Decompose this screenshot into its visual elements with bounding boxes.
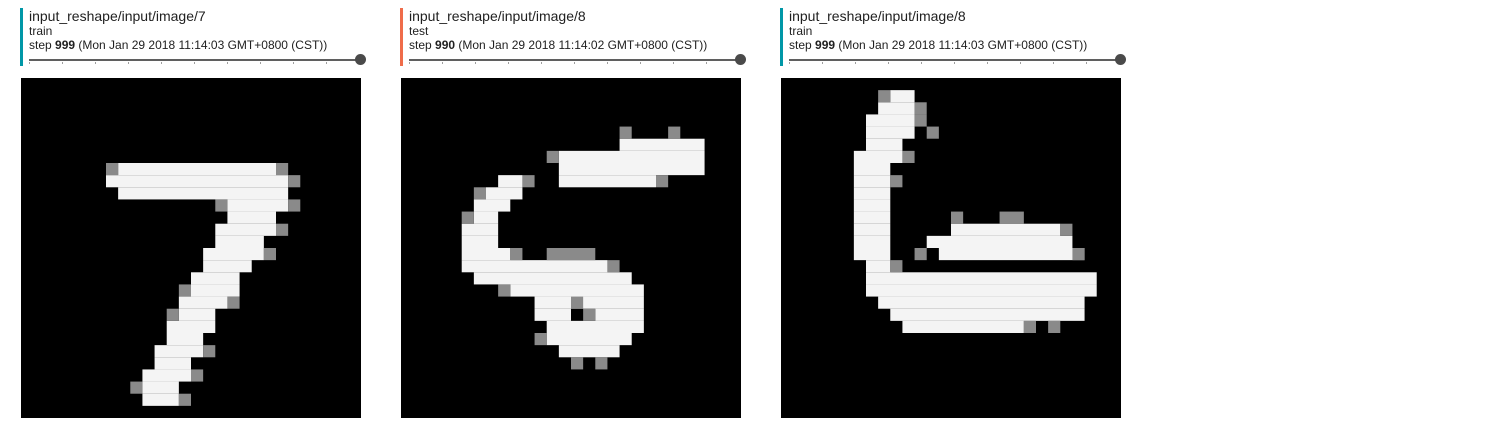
slider-track[interactable] xyxy=(409,59,741,61)
digit-7-image xyxy=(21,78,361,418)
slider-tick xyxy=(607,62,608,64)
slider-tick xyxy=(541,62,542,64)
step-slider[interactable] xyxy=(29,54,366,66)
image-card-2: input_reshape/input/image/8 train step 9… xyxy=(780,8,1126,418)
slider-tick xyxy=(822,62,823,64)
slider-tick xyxy=(1086,62,1087,64)
digit-image xyxy=(401,78,741,418)
step-label: step 999 (Mon Jan 29 2018 11:14:03 GMT+0… xyxy=(789,38,1088,52)
slider-tick xyxy=(574,62,575,64)
slider-tick xyxy=(409,62,410,64)
card-header: input_reshape/input/image/7 train step 9… xyxy=(20,8,366,66)
slider-tick xyxy=(954,62,955,64)
card-title: input_reshape/input/image/8 xyxy=(409,8,586,24)
step-label: step 999 (Mon Jan 29 2018 11:14:03 GMT+0… xyxy=(29,38,328,52)
slider-knob[interactable] xyxy=(1115,54,1126,65)
card-title: input_reshape/input/image/7 xyxy=(29,8,206,24)
slider-tick xyxy=(987,62,988,64)
slider-tick xyxy=(508,62,509,64)
slider-tick xyxy=(62,62,63,64)
slider-tick xyxy=(640,62,641,64)
slider-tick xyxy=(293,62,294,64)
slider-tick xyxy=(442,62,443,64)
step-value: 999 xyxy=(55,38,76,52)
slider-tick xyxy=(95,62,96,64)
slider-tick xyxy=(29,62,30,64)
slider-tick xyxy=(1053,62,1054,64)
step-value: 990 xyxy=(435,38,456,52)
slider-knob[interactable] xyxy=(355,54,366,65)
slider-tick xyxy=(260,62,261,64)
step-slider[interactable] xyxy=(409,54,746,66)
step-label: step 990 (Mon Jan 29 2018 11:14:02 GMT+0… xyxy=(409,38,708,52)
slider-tick xyxy=(789,62,790,64)
slider-tick xyxy=(326,62,327,64)
digit-image xyxy=(21,78,361,418)
card-header: input_reshape/input/image/8 test step 99… xyxy=(400,8,746,66)
slider-tick xyxy=(227,62,228,64)
slider-track[interactable] xyxy=(789,59,1121,61)
slider-tick xyxy=(128,62,129,64)
digit-image xyxy=(781,78,1121,418)
slider-tick xyxy=(888,62,889,64)
slider-tick xyxy=(1020,62,1021,64)
step-value: 999 xyxy=(815,38,836,52)
run-color-bar xyxy=(400,8,403,66)
card-title: input_reshape/input/image/8 xyxy=(789,8,966,24)
slider-tick xyxy=(475,62,476,64)
run-name: test xyxy=(409,24,429,38)
run-name: train xyxy=(29,24,53,38)
slider-tick xyxy=(921,62,922,64)
image-card-1: input_reshape/input/image/8 test step 99… xyxy=(400,8,746,418)
card-header: input_reshape/input/image/8 train step 9… xyxy=(780,8,1126,66)
digit-6-image xyxy=(781,78,1121,418)
slider-tick xyxy=(161,62,162,64)
slider-tick xyxy=(194,62,195,64)
run-color-bar xyxy=(20,8,23,66)
slider-tick xyxy=(706,62,707,64)
run-name: train xyxy=(789,24,813,38)
image-card-0: input_reshape/input/image/7 train step 9… xyxy=(20,8,366,418)
slider-track[interactable] xyxy=(29,59,361,61)
step-slider[interactable] xyxy=(789,54,1126,66)
slider-tick xyxy=(855,62,856,64)
run-color-bar xyxy=(780,8,783,66)
slider-tick xyxy=(673,62,674,64)
slider-knob[interactable] xyxy=(735,54,746,65)
digit-5-image xyxy=(401,78,741,418)
